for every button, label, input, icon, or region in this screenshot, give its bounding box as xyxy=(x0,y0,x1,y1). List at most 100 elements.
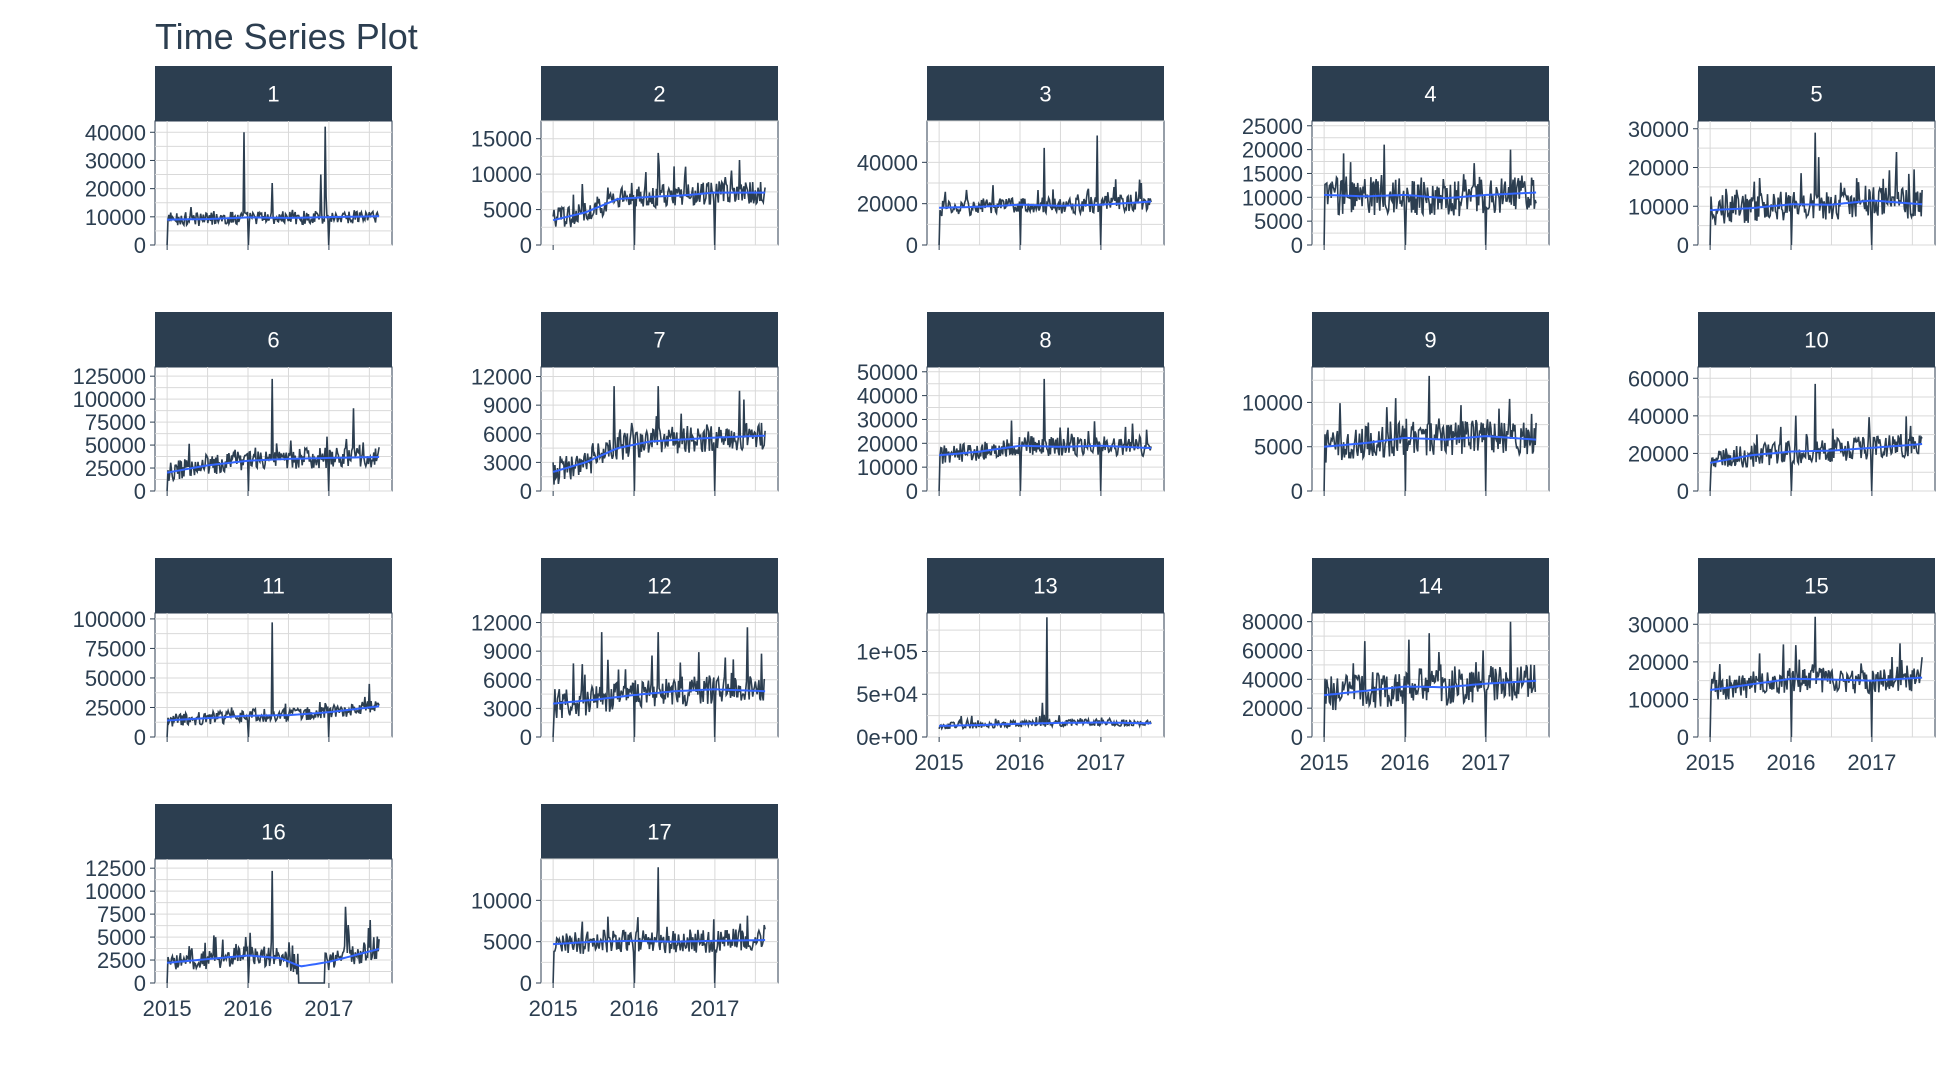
y-tick-label: 10000 xyxy=(1242,390,1303,415)
facet-panel-5: 5 0 10000 20000 30000 xyxy=(1628,66,1936,258)
series-line-10 xyxy=(1709,383,1923,492)
trend-line-7 xyxy=(552,434,766,473)
y-tick-label: 3000 xyxy=(483,696,532,721)
x-tick-label: 2016 xyxy=(610,996,659,1021)
y-tick-label: 12500 xyxy=(85,856,146,881)
facet-strip-7 xyxy=(541,312,778,367)
facet-strip-12 xyxy=(541,558,778,613)
y-tick-label: 9000 xyxy=(483,639,532,664)
trend-line-4 xyxy=(1324,191,1537,200)
facet-panels: 1010000200003000040000205000100001500030… xyxy=(73,66,1936,1021)
y-tick-label: 30000 xyxy=(1628,612,1689,637)
facet-panel-2: 2 0 5000 10000 15000 xyxy=(471,66,779,258)
x-tick-label: 2015 xyxy=(529,996,578,1021)
facet-strip-10 xyxy=(1698,312,1935,367)
facet-panel-12: 12 0 3000 6000 9000 12000 xyxy=(471,558,779,750)
y-tick-label: 20000 xyxy=(1242,696,1303,721)
x-tick-label: 2015 xyxy=(143,996,192,1021)
y-tick-label: 100000 xyxy=(73,607,146,632)
trend-line-8 xyxy=(939,444,1152,457)
facet-strip-label: 15 xyxy=(1804,574,1828,599)
facet-strip-2 xyxy=(541,66,778,121)
y-tick-label: 20000 xyxy=(1628,650,1689,675)
facet-strip-label: 8 xyxy=(1039,328,1051,353)
y-tick-label: 80000 xyxy=(1242,610,1303,635)
y-tick-label: 0 xyxy=(134,725,146,750)
facet-strip-17 xyxy=(541,804,778,859)
x-tick-label: 2017 xyxy=(690,996,739,1021)
x-tick-label: 2017 xyxy=(304,996,353,1021)
trend-line-5 xyxy=(1710,199,1923,212)
facet-strip-3 xyxy=(927,66,1164,121)
y-tick-label: 10000 xyxy=(1242,185,1303,210)
y-tick-label: 125000 xyxy=(73,364,146,389)
facet-strip-label: 11 xyxy=(262,574,285,599)
trend-line-3 xyxy=(939,200,1152,209)
y-tick-label: 40000 xyxy=(85,120,146,145)
y-tick-label: 0 xyxy=(1677,725,1689,750)
y-tick-label: 0 xyxy=(906,479,918,504)
y-tick-label: 20000 xyxy=(857,192,918,217)
y-tick-label: 10000 xyxy=(857,455,918,480)
facet-strip-label: 14 xyxy=(1418,574,1442,599)
x-tick-label: 2015 xyxy=(1300,750,1349,775)
facet-panel-14: 14 0 20000 40000 60000 80000 2015 2016 2017 xyxy=(1242,558,1550,775)
y-tick-label: 10000 xyxy=(1628,687,1689,712)
y-tick-label: 0 xyxy=(1291,479,1303,504)
y-tick-label: 12000 xyxy=(471,365,532,390)
y-tick-label: 0 xyxy=(520,233,532,258)
facet-panel-3: 3 0 20000 40000 xyxy=(857,66,1165,258)
facet-panel-17: 17 0 5000 10000 2015 2016 2017 xyxy=(471,804,779,1021)
trend-line-1 xyxy=(167,215,380,221)
facet-strip-1 xyxy=(155,66,392,121)
facet-panel-11: 11 0 25000 50000 75000 100000 xyxy=(73,558,393,750)
facet-strip-16 xyxy=(155,804,392,859)
trend-line-17 xyxy=(553,939,766,946)
trend-line-12 xyxy=(553,688,766,705)
y-tick-label: 25000 xyxy=(85,456,146,481)
x-tick-label: 2017 xyxy=(1847,750,1896,775)
y-tick-label: 6000 xyxy=(483,668,532,693)
trend-line-6 xyxy=(166,456,380,474)
y-tick-label: 75000 xyxy=(85,636,146,661)
y-tick-label: 0 xyxy=(1291,725,1303,750)
y-tick-label: 10000 xyxy=(471,888,532,913)
y-tick-label: 5000 xyxy=(1254,435,1303,460)
y-tick-label: 0 xyxy=(1677,479,1689,504)
y-tick-label: 0 xyxy=(1291,233,1303,258)
facet-strip-label: 7 xyxy=(653,328,665,353)
series-line-5 xyxy=(1709,132,1923,246)
y-tick-label: 60000 xyxy=(1242,638,1303,663)
panel-frame xyxy=(154,120,393,246)
y-tick-label: 12000 xyxy=(471,611,532,636)
series-line-4 xyxy=(1323,144,1537,246)
y-tick-label: 15000 xyxy=(1242,161,1303,186)
y-tick-label: 40000 xyxy=(857,384,918,409)
facet-strip-label: 16 xyxy=(261,820,285,845)
y-tick-label: 10000 xyxy=(471,162,532,187)
y-tick-label: 5000 xyxy=(483,930,532,955)
y-tick-label: 0 xyxy=(134,233,146,258)
y-tick-label: 20000 xyxy=(1628,441,1689,466)
y-tick-label: 20000 xyxy=(1242,138,1303,163)
trend-line-16 xyxy=(167,948,380,968)
series-line-3 xyxy=(938,135,1152,246)
x-tick-label: 2016 xyxy=(224,996,273,1021)
facet-strip-8 xyxy=(927,312,1164,367)
trend-line-15 xyxy=(1709,676,1923,691)
series-line-16 xyxy=(166,870,380,984)
facet-strip-13 xyxy=(927,558,1164,613)
facet-strip-label: 5 xyxy=(1810,82,1822,107)
y-tick-label: 75000 xyxy=(85,410,146,435)
y-tick-label: 30000 xyxy=(857,407,918,432)
series-line-2 xyxy=(552,152,766,246)
facet-panel-13: 13 0e+00 5e+04 1e+05 2015 2016 2017 xyxy=(856,558,1165,775)
y-tick-label: 0 xyxy=(1677,233,1689,258)
y-tick-label: 100000 xyxy=(73,387,146,412)
y-tick-label: 5e+04 xyxy=(856,682,918,707)
